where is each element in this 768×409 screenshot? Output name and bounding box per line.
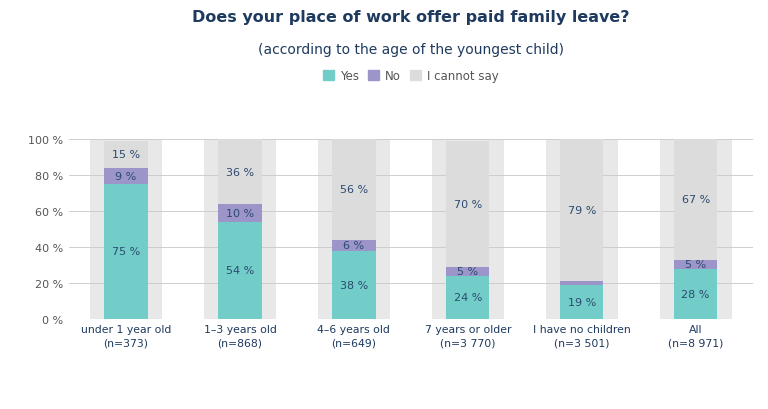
Text: 54 %: 54 % (226, 266, 254, 276)
Text: 56 %: 56 % (340, 185, 368, 195)
Text: 5 %: 5 % (685, 259, 707, 270)
Bar (560, 140, 604, 281)
Bar (204, 140, 276, 319)
Text: 75 %: 75 % (112, 247, 141, 257)
Bar (546, 140, 617, 319)
Text: 9 %: 9 % (115, 172, 137, 182)
Bar (446, 276, 489, 319)
Bar (318, 140, 390, 319)
Bar (333, 140, 376, 240)
Bar (446, 142, 489, 267)
Text: 15 %: 15 % (112, 150, 140, 160)
Text: 70 %: 70 % (454, 199, 482, 209)
Text: 28 %: 28 % (681, 289, 710, 299)
Text: 24 %: 24 % (454, 292, 482, 303)
Text: 38 %: 38 % (339, 280, 368, 290)
Text: 6 %: 6 % (343, 240, 365, 251)
Legend: Yes, No, I cannot say: Yes, No, I cannot say (319, 65, 503, 88)
Bar (674, 260, 717, 269)
Bar (333, 240, 376, 251)
Text: 67 %: 67 % (681, 195, 710, 205)
Bar (560, 285, 604, 319)
Text: (according to the age of the youngest child): (according to the age of the youngest ch… (258, 43, 564, 57)
Bar (104, 169, 147, 184)
Text: 79 %: 79 % (568, 206, 596, 216)
Bar (104, 142, 147, 169)
Text: 36 %: 36 % (226, 167, 254, 177)
Bar (218, 222, 262, 319)
Bar (674, 140, 717, 260)
Bar (104, 184, 147, 319)
Bar (90, 140, 162, 319)
Bar (432, 140, 504, 319)
Bar (333, 251, 376, 319)
Text: 19 %: 19 % (568, 297, 596, 307)
Bar (674, 269, 717, 319)
Bar (560, 281, 604, 285)
Bar (446, 267, 489, 276)
Bar (218, 140, 262, 204)
Text: 5 %: 5 % (457, 267, 478, 276)
Text: 10 %: 10 % (226, 208, 254, 218)
Bar (218, 204, 262, 222)
Bar (660, 140, 732, 319)
Text: Does your place of work offer paid family leave?: Does your place of work offer paid famil… (192, 10, 630, 25)
